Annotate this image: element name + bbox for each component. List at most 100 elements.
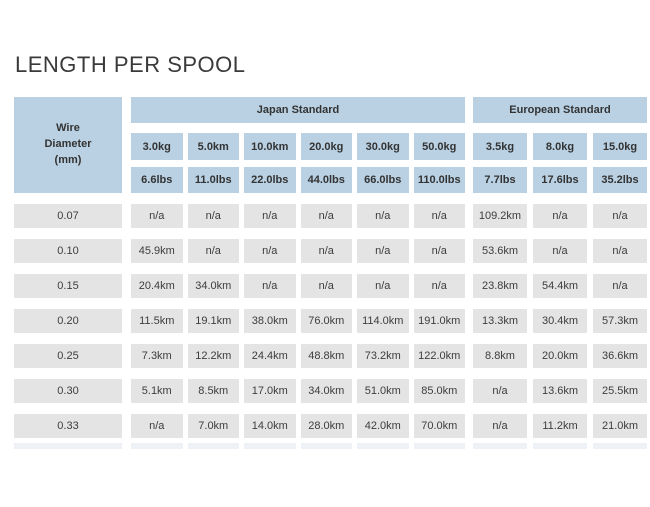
- cropped-cell: [244, 443, 296, 449]
- column-header-lbs: 6.6lbs: [131, 167, 183, 193]
- cropped-cell: [413, 443, 465, 449]
- kg-header-row: 3.0kg 5.0km 10.0km 20.0kg 30.0kg 50.0kg …: [131, 133, 647, 160]
- table-cell: 8.5km: [187, 379, 239, 403]
- column-header-kg: 20.0kg: [300, 133, 352, 160]
- table-cell: 30.4km: [533, 309, 587, 333]
- table-cell: 11.2km: [533, 414, 587, 438]
- table-cell: 7.0km: [187, 414, 239, 438]
- table-cell: 20.0km: [533, 344, 587, 368]
- table-cell: 114.0km: [357, 309, 409, 333]
- table-cell: n/a: [300, 239, 352, 263]
- table-cell: 73.2km: [357, 344, 409, 368]
- table-cell: 38.0km: [244, 309, 296, 333]
- table-cell: n/a: [413, 239, 465, 263]
- table-cell: 45.9km: [131, 239, 183, 263]
- table-cell: 19.1km: [187, 309, 239, 333]
- table-cell: n/a: [131, 204, 183, 228]
- table-cell: n/a: [244, 274, 296, 298]
- column-header-lbs: 11.0lbs: [187, 167, 239, 193]
- table-cell: 34.0km: [187, 274, 239, 298]
- table-cell: n/a: [533, 204, 587, 228]
- japan-standard-banner: Japan Standard: [131, 97, 465, 123]
- table-cell: n/a: [593, 239, 647, 263]
- table-cell: n/a: [187, 239, 239, 263]
- table-cell: n/a: [244, 204, 296, 228]
- column-header-lbs: 66.0lbs: [357, 167, 409, 193]
- wire-diameter-header-line: (mm): [54, 153, 82, 166]
- table-cell: 85.0km: [413, 379, 465, 403]
- table-cell: n/a: [357, 204, 409, 228]
- table-row: 0.15 20.4km 34.0km n/a n/a n/a n/a 23.8k…: [14, 274, 647, 298]
- table-cell: 28.0km: [300, 414, 352, 438]
- page-title: LENGTH PER SPOOL: [15, 52, 246, 77]
- table-cell: n/a: [593, 274, 647, 298]
- table-cell: n/a: [413, 274, 465, 298]
- cropped-cell: [131, 443, 183, 449]
- table-cell: 17.0km: [244, 379, 296, 403]
- wire-diameter-value: 0.20: [14, 309, 122, 333]
- table-cell: 109.2km: [473, 204, 527, 228]
- cropped-cell: [357, 443, 409, 449]
- table-row: 0.10 45.9km n/a n/a n/a n/a n/a 53.6km n…: [14, 239, 647, 263]
- table-cell: 191.0km: [413, 309, 465, 333]
- table-cell: n/a: [357, 274, 409, 298]
- column-header-kg: 50.0kg: [413, 133, 465, 160]
- column-header-lbs: 35.2lbs: [593, 167, 647, 193]
- cropped-cell: [533, 443, 587, 449]
- table-cell: 14.0km: [244, 414, 296, 438]
- european-standard-banner: European Standard: [473, 97, 647, 123]
- standard-banners: Japan Standard European Standard: [131, 97, 647, 123]
- table-cell: 48.8km: [300, 344, 352, 368]
- table-cell: 70.0km: [413, 414, 465, 438]
- table-row: 0.25 7.3km 12.2km 24.4km 48.8km 73.2km 1…: [14, 344, 647, 368]
- table-cell: 11.5km: [131, 309, 183, 333]
- column-header-lbs: 22.0lbs: [244, 167, 296, 193]
- table-cell: 13.3km: [473, 309, 527, 333]
- table-cell: 12.2km: [187, 344, 239, 368]
- table-row: 0.20 11.5km 19.1km 38.0km 76.0km 114.0km…: [14, 309, 647, 333]
- lbs-header-row: 6.6lbs 11.0lbs 22.0lbs 44.0lbs 66.0lbs 1…: [131, 167, 647, 193]
- cropped-cell: [14, 443, 122, 449]
- table-cell: n/a: [533, 239, 587, 263]
- table-cell: 13.6km: [533, 379, 587, 403]
- table-cell: 36.6km: [593, 344, 647, 368]
- column-header-kg: 3.5kg: [473, 133, 527, 160]
- column-header-kg: 10.0km: [244, 133, 296, 160]
- table-cell: 20.4km: [131, 274, 183, 298]
- table-cell: n/a: [300, 274, 352, 298]
- wire-diameter-header-line: Wire: [56, 122, 80, 135]
- wire-diameter-value: 0.33: [14, 414, 122, 438]
- table-cell: n/a: [244, 239, 296, 263]
- table-cell: 122.0km: [413, 344, 465, 368]
- column-header-lbs: 110.0lbs: [413, 167, 465, 193]
- table-cell: 25.5km: [593, 379, 647, 403]
- table-cell: 51.0km: [357, 379, 409, 403]
- table-cell: 24.4km: [244, 344, 296, 368]
- column-header-lbs: 7.7lbs: [473, 167, 527, 193]
- table-cell: 34.0km: [300, 379, 352, 403]
- cropped-cell: [473, 443, 527, 449]
- table-cell: n/a: [131, 414, 183, 438]
- table-cell: n/a: [473, 379, 527, 403]
- column-header-kg: 30.0kg: [357, 133, 409, 160]
- cropped-cell: [593, 443, 647, 449]
- table-cell: 57.3km: [593, 309, 647, 333]
- table-cell: n/a: [473, 414, 527, 438]
- length-per-spool-table: Wire Diameter (mm) Japan Standard Europe…: [14, 97, 647, 449]
- table-cell: 7.3km: [131, 344, 183, 368]
- wire-diameter-value: 0.15: [14, 274, 122, 298]
- wire-diameter-value: 0.25: [14, 344, 122, 368]
- column-headers: Japan Standard European Standard 3.0kg 5…: [131, 97, 647, 193]
- column-header-lbs: 44.0lbs: [300, 167, 352, 193]
- wire-diameter-value: 0.10: [14, 239, 122, 263]
- table-cell: 53.6km: [473, 239, 527, 263]
- cropped-row: [14, 443, 647, 449]
- table-cell: 76.0km: [300, 309, 352, 333]
- wire-diameter-header: Wire Diameter (mm): [14, 97, 122, 193]
- table-row: 0.07 n/a n/a n/a n/a n/a n/a 109.2km n/a…: [14, 204, 647, 228]
- column-header-kg: 8.0kg: [533, 133, 587, 160]
- table-cell: 8.8km: [473, 344, 527, 368]
- table-cell: n/a: [413, 204, 465, 228]
- table-row: 0.33 n/a 7.0km 14.0km 28.0km 42.0km 70.0…: [14, 414, 647, 438]
